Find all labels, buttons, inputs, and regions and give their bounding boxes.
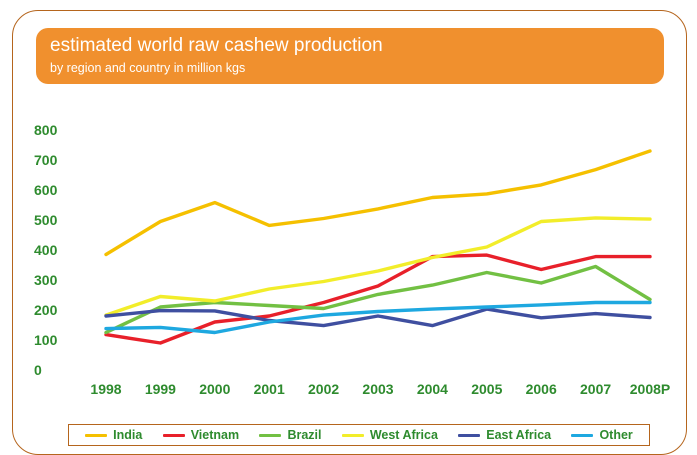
legend-swatch (458, 433, 481, 437)
legend-swatch (162, 433, 185, 437)
series-line-vietnam (104, 253, 652, 345)
series-line-brazil (104, 264, 652, 335)
y-tick-label: 500 (34, 212, 58, 228)
series-line-other (104, 300, 652, 335)
x-tick-label: 2006 (526, 381, 557, 397)
x-tick-label: 2008P (630, 381, 670, 397)
y-axis: 800 700 600 500 400 300 200 100 0 (34, 122, 58, 378)
legend-label: Brazil (287, 428, 322, 442)
series-line-west-africa (104, 216, 652, 317)
x-tick-label: 2004 (417, 381, 448, 397)
y-tick-label: 800 (34, 122, 58, 138)
y-tick-label: 200 (34, 302, 58, 318)
title-banner: estimated world raw cashew production by… (36, 28, 664, 84)
x-axis: 1998 1999 2000 2001 2002 2003 2004 2005 2006 2007… (90, 381, 670, 397)
legend: India Vietnam Brazil West Africa East Africa… (68, 424, 650, 446)
legend-label: West Africa (369, 428, 438, 442)
y-tick-label: 400 (34, 242, 58, 258)
x-tick-label: 2001 (254, 381, 285, 397)
chart-subtitle: by region and country in million kgs (50, 61, 246, 75)
legend-label: India (113, 428, 143, 442)
series-lines (104, 149, 652, 345)
legend-item-india: India (85, 428, 142, 442)
x-tick-label: 2005 (471, 381, 502, 397)
y-tick-label: 600 (34, 182, 58, 198)
legend-label: East Africa (486, 428, 552, 442)
series-line-east-africa (104, 307, 652, 328)
y-tick-label: 100 (34, 332, 58, 348)
x-tick-label: 1999 (145, 381, 176, 397)
series-line-india (104, 149, 652, 257)
y-tick-label: 700 (34, 152, 58, 168)
legend-label: Other (599, 428, 633, 442)
line-chart: 800 700 600 500 400 300 200 100 0 1998 1999 2000 20… (34, 122, 670, 397)
chart-title: estimated world raw cashew production (50, 35, 383, 56)
legend-item-vietnam: Vietnam (162, 428, 240, 442)
y-tick-label: 0 (34, 362, 42, 378)
legend-item-brazil: Brazil (259, 428, 321, 442)
legend-item-east-africa: East Africa (458, 428, 551, 442)
x-tick-label: 1998 (90, 381, 121, 397)
x-tick-label: 2002 (308, 381, 339, 397)
y-tick-label: 300 (34, 272, 58, 288)
legend-item-other: Other (571, 428, 633, 442)
legend-swatch (571, 433, 594, 437)
x-tick-label: 2003 (362, 381, 393, 397)
legend-label: Vietnam (190, 428, 240, 442)
legend-item-west-africa: West Africa (341, 428, 438, 442)
x-tick-label: 2007 (580, 381, 611, 397)
legend-swatch (85, 433, 108, 437)
x-tick-label: 2000 (199, 381, 230, 397)
legend-swatch (259, 433, 282, 437)
legend-swatch (341, 433, 364, 437)
